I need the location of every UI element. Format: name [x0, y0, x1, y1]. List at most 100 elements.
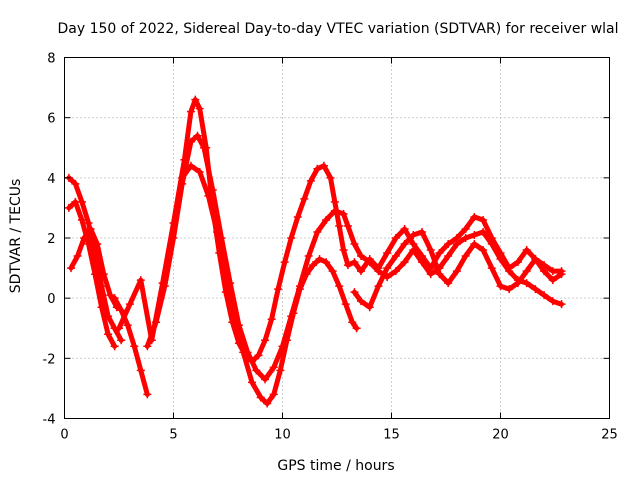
data-point-track-4: [110, 294, 119, 303]
data-point-track-6: [557, 300, 566, 309]
x-tick-label: 0: [60, 428, 68, 443]
data-point-track-5: [444, 240, 453, 249]
data-point-track-2: [86, 224, 95, 233]
data-point-track-3: [77, 215, 86, 224]
y-tick-label: 2: [47, 232, 55, 247]
data-point-track-8: [400, 240, 409, 249]
data-point-track-8: [487, 264, 496, 273]
data-point-track-6: [522, 279, 531, 288]
data-point-track-5: [267, 315, 276, 324]
data-point-track-5: [300, 194, 309, 203]
data-point-track-6: [548, 297, 557, 306]
y-axis-label: SDTVAR / TECUs: [8, 179, 24, 294]
data-point-track-6: [269, 363, 278, 372]
data-point-track-6: [452, 240, 461, 249]
data-point-track-7: [276, 366, 285, 375]
data-point-track-8: [531, 255, 540, 264]
data-point-track-6: [313, 227, 322, 236]
data-point-track-6: [409, 246, 418, 255]
data-point-track-2: [99, 270, 108, 279]
axis-ticks: 0 5 10 15 20 25 -4 -2 0 2 4 6 8: [43, 52, 618, 443]
data-point-track-6: [487, 240, 496, 249]
data-point-track-3: [91, 270, 100, 279]
data-point-track-8: [444, 279, 453, 288]
data-point-track-8: [548, 267, 557, 276]
data-point-track-3: [110, 342, 119, 351]
data-point-track-8: [356, 297, 365, 306]
data-point-track-7: [269, 390, 278, 399]
data-point-track-8: [435, 270, 444, 279]
data-point-track-6: [343, 221, 352, 230]
data-point-track-5: [343, 261, 352, 270]
data-point-track-6: [330, 206, 339, 215]
data-point-track-7: [322, 258, 331, 267]
data-point-track-8: [522, 267, 531, 276]
data-point-track-3: [84, 240, 93, 249]
data-point-track-5: [350, 258, 359, 267]
data-point-track-2: [106, 291, 115, 300]
data-point-track-6: [418, 258, 427, 267]
data-point-track-1: [71, 179, 80, 188]
data-point-track-8: [374, 282, 383, 291]
data-point-track-5: [470, 212, 479, 221]
data-point-track-8: [470, 240, 479, 249]
data-point-track-5: [274, 285, 283, 294]
data-point-track-5: [293, 212, 302, 221]
data-point-track-5: [195, 104, 204, 113]
data-point-track-5: [479, 215, 488, 224]
data-point-track-8: [505, 285, 514, 294]
data-point-track-7: [204, 191, 213, 200]
data-point-track-6: [356, 252, 365, 261]
data-point-track-3: [97, 303, 106, 312]
data-point-track-6: [186, 137, 195, 146]
data-point-track-7: [263, 399, 272, 408]
data-point-track-6: [426, 270, 435, 279]
data-point-track-7: [315, 255, 324, 264]
x-tick-label: 25: [601, 428, 618, 443]
data-point-track-7: [282, 336, 291, 345]
data-point-track-1: [117, 336, 126, 345]
data-point-track-5: [400, 224, 409, 233]
x-axis-label: GPS time / hours: [277, 458, 394, 474]
data-point-track-6: [169, 234, 178, 242]
data-point-track-6: [193, 131, 202, 140]
data-point-track-7: [348, 318, 357, 327]
data-point-track-6: [400, 258, 409, 267]
data-point-track-7: [230, 312, 239, 321]
data-point-track-3: [104, 330, 113, 339]
data-point-track-5: [191, 95, 200, 104]
data-point-track-5: [435, 249, 444, 258]
data-point-track-5: [548, 276, 557, 285]
data-point-track-4: [123, 321, 132, 330]
data-point-track-7: [186, 161, 195, 170]
series-line-track-6: [144, 133, 564, 382]
y-tick-label: 4: [47, 172, 55, 187]
data-point-track-6: [391, 267, 400, 276]
data-point-track-7: [178, 173, 187, 182]
data-point-track-6: [350, 240, 359, 249]
data-point-track-8: [461, 252, 470, 261]
data-point-track-6: [252, 366, 261, 375]
data-point-track-6: [531, 285, 540, 294]
x-tick-label: 10: [274, 428, 291, 443]
data-point-track-5: [313, 164, 322, 173]
data-point-track-4: [143, 390, 152, 399]
data-point-track-6: [322, 215, 331, 224]
data-point-track-3: [64, 203, 73, 212]
data-point-track-6: [200, 143, 209, 152]
data-point-track-7: [289, 309, 298, 318]
data-point-track-5: [326, 173, 335, 182]
data-point-track-5: [306, 176, 315, 185]
data-point-track-7: [302, 270, 311, 279]
data-point-track-8: [557, 267, 566, 276]
data-point-track-7: [341, 300, 350, 309]
data-point-track-8: [496, 282, 505, 291]
data-point-track-8: [540, 261, 549, 270]
data-point-track-4: [136, 366, 145, 375]
data-point-track-6: [208, 185, 217, 194]
data-point-track-8: [513, 279, 522, 288]
data-point-track-5: [461, 224, 470, 233]
y-tick-label: -2: [43, 352, 56, 367]
data-point-track-5: [136, 276, 145, 285]
data-point-track-6: [143, 342, 152, 351]
